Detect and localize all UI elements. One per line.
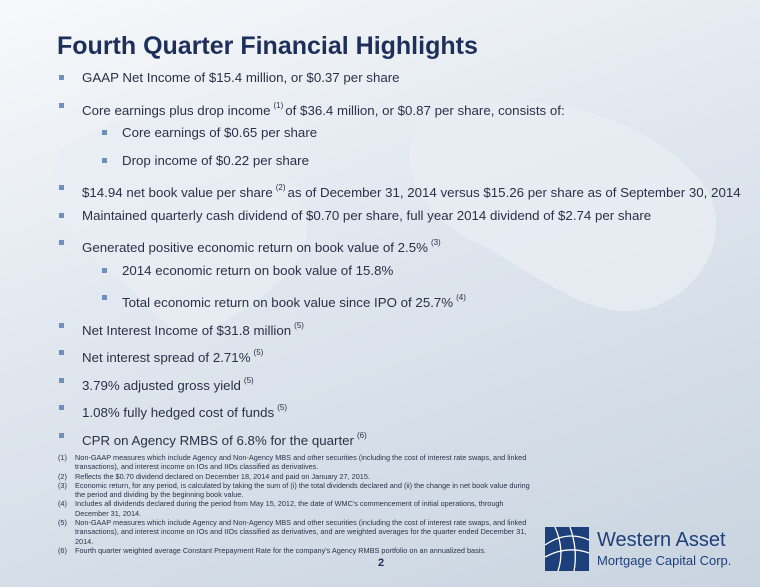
bullet: 3.79% adjusted gross yield (5)	[58, 372, 748, 400]
footnote: (3) Economic return, for any period, is c…	[58, 481, 536, 500]
bullet: Generated positive economic return on bo…	[58, 234, 748, 262]
bullet-text: Maintained quarterly cash dividend of $0…	[82, 207, 652, 223]
bullet-text: Core earnings plus drop income	[82, 102, 271, 118]
bullet: 2014 economic return on book value of 15…	[58, 262, 748, 290]
bullet-text: 3.79% adjusted gross yield	[82, 377, 241, 393]
footnote: (6) Fourth quarter weighted average Const…	[58, 546, 536, 555]
bullet-text: 1.08% fully hedged cost of funds	[82, 405, 275, 420]
page-number: 2	[378, 557, 385, 569]
bullet: CPR on Agency RMBS of 6.8% for the quart…	[58, 427, 748, 455]
logo-text: Western Asset	[597, 529, 726, 551]
footnote-ref: (6)	[356, 430, 367, 440]
footnote-ref: (5)	[294, 320, 304, 330]
footnote-number: (4)	[58, 499, 67, 509]
footnote-ref: (3)	[430, 238, 441, 247]
bullet-text: Net Interest Income of $31.8 million	[82, 322, 292, 338]
footnote-ref: (5)	[253, 348, 264, 357]
bullet-text: CPR on Agency RMBS of 6.8% for the quart…	[82, 432, 354, 448]
footnote-number: (3)	[58, 480, 67, 490]
bullet-text: as of December 31, 2014 versus $15.26 pe…	[287, 185, 741, 200]
bullet-text: Total economic return on book value sinc…	[122, 295, 454, 310]
footnote-ref: (1)	[273, 100, 284, 110]
footnote-ref: (2)	[275, 183, 286, 192]
footnote-number: (6)	[58, 545, 67, 555]
logo-icon	[544, 526, 590, 572]
footnote-text: Non-GAAP measures which include Agency a…	[75, 518, 527, 546]
bullet: Net Interest Income of $31.8 million (5)	[58, 317, 748, 345]
footnote-text: Economic return, for any period, is calc…	[75, 480, 530, 500]
footnote-number: (2)	[58, 471, 67, 481]
footnote-ref: (5)	[277, 403, 287, 412]
bullet-text: GAAP Net Income of $15.4 million, or $0.…	[82, 70, 400, 85]
footnote-text: Fourth quarter weighted average Constant…	[75, 545, 487, 555]
footnote-number: (5)	[58, 518, 67, 528]
bullet-text: of $36.4 million, or $0.87 per share, co…	[285, 102, 565, 118]
footnote-text: Non-GAAP measures which include Agency a…	[75, 453, 527, 472]
bullet-text: Drop income of $0.22 per share	[122, 152, 310, 168]
bullet: Net interest spread of 2.71% (5)	[58, 344, 748, 372]
footnote-ref: (5)	[243, 375, 254, 385]
footnote-text: Includes all dividends declared during t…	[75, 499, 504, 518]
footnote: (2) Reflects the $0.70 dividend declared …	[58, 472, 536, 481]
bullet: GAAP Net Income of $15.4 million, or $0.…	[58, 69, 748, 97]
footnote-number: (1)	[58, 453, 67, 462]
bullet-text: Core earnings of $0.65 per share	[122, 125, 318, 140]
bullet: Total economic return on book value sinc…	[58, 289, 748, 317]
bullet-text: $14.94 net book value per share	[82, 185, 273, 200]
footnote-text: Reflects the $0.70 dividend declared on …	[75, 471, 370, 481]
bullet: Core earnings plus drop income (1) of $36.…	[58, 97, 748, 125]
bullet: $14.94 net book value per share (2) as of …	[58, 179, 748, 207]
bullet: 1.08% fully hedged cost of funds (5)	[58, 399, 748, 427]
bullet: Maintained quarterly cash dividend of $0…	[58, 207, 748, 235]
footnote: (4) Includes all dividends declared durin…	[58, 499, 536, 518]
footnotes: (1) Non-GAAP measures which include Agenc…	[58, 453, 536, 555]
footnote: (1) Non-GAAP measures which include Agenc…	[58, 453, 536, 472]
footnote-ref: (4)	[456, 293, 466, 302]
bullet-text: Generated positive economic return on bo…	[82, 240, 428, 255]
slide-title: Fourth Quarter Financial Highlights	[57, 32, 478, 60]
bullet: Drop income of $0.22 per share	[58, 152, 748, 180]
bullet-text: Net interest spread of 2.71%	[82, 350, 251, 365]
bullet-list: GAAP Net Income of $15.4 million, or $0.…	[58, 69, 748, 454]
logo-subtext: Mortgage Capital Corp.	[597, 553, 732, 568]
bullet-text: 2014 economic return on book value of 15…	[122, 262, 394, 278]
bullet: Core earnings of $0.65 per share	[58, 124, 748, 152]
footnote: (5) Non-GAAP measures which include Agenc…	[58, 518, 536, 546]
